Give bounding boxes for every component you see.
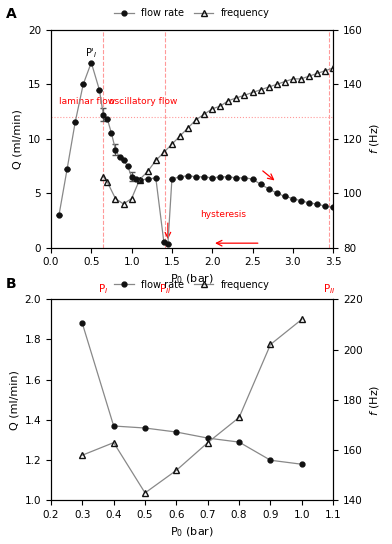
Y-axis label: $f$ (Hz): $f$ (Hz)	[368, 123, 381, 154]
Legend: flow rate, frequency: flow rate, frequency	[110, 4, 274, 22]
Legend: flow rate, frequency: flow rate, frequency	[110, 276, 274, 294]
X-axis label: P$_0$ (bar): P$_0$ (bar)	[170, 273, 214, 286]
Y-axis label: Q (ml/min): Q (ml/min)	[13, 109, 22, 169]
Text: B: B	[6, 277, 16, 291]
Y-axis label: $f$ (Hz): $f$ (Hz)	[368, 384, 381, 416]
Text: P$_{II}$: P$_{II}$	[323, 282, 336, 296]
Y-axis label: Q (ml/min): Q (ml/min)	[9, 370, 19, 430]
X-axis label: P$_0$ (bar): P$_0$ (bar)	[170, 526, 214, 539]
Text: laminar flow: laminar flow	[59, 97, 115, 106]
Text: P$'_I$: P$'_I$	[85, 46, 98, 60]
Text: P$_I$: P$_I$	[98, 282, 109, 296]
Text: A: A	[6, 7, 16, 21]
Text: P$_{II}$: P$_{II}$	[159, 282, 172, 296]
Text: oscillatory flow: oscillatory flow	[109, 97, 178, 106]
Text: hysteresis: hysteresis	[200, 210, 246, 219]
